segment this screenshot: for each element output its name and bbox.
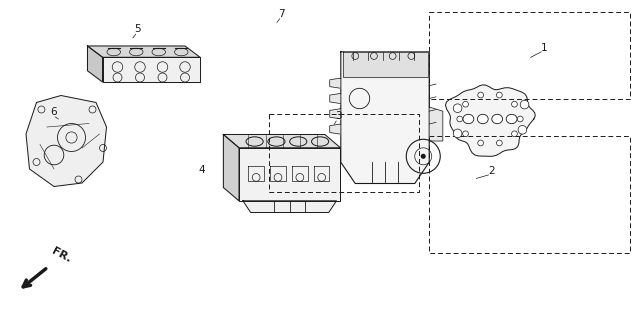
Circle shape [420,154,426,159]
Polygon shape [429,107,443,141]
Polygon shape [26,95,106,187]
Polygon shape [88,46,200,57]
Text: FR.: FR. [50,246,73,264]
Ellipse shape [477,114,488,124]
Circle shape [497,92,502,98]
Ellipse shape [463,114,474,124]
Circle shape [457,116,463,122]
Polygon shape [102,57,200,82]
Circle shape [463,101,468,107]
Text: 1: 1 [541,43,547,53]
Circle shape [511,101,517,107]
Circle shape [511,131,517,137]
Polygon shape [330,109,341,119]
Polygon shape [243,201,337,213]
Circle shape [478,92,484,98]
Circle shape [520,100,529,109]
Text: 7: 7 [278,9,285,19]
Polygon shape [88,46,102,82]
Polygon shape [223,134,239,201]
Circle shape [453,129,462,138]
Circle shape [453,104,462,112]
Ellipse shape [492,114,502,124]
Ellipse shape [506,114,517,124]
Circle shape [497,140,502,146]
Circle shape [478,140,484,146]
Polygon shape [342,52,428,77]
Polygon shape [330,124,341,134]
Polygon shape [445,85,535,156]
Text: 5: 5 [134,24,141,34]
Circle shape [518,125,527,134]
Text: 4: 4 [198,165,205,175]
Circle shape [517,116,523,122]
Text: 2: 2 [488,166,495,176]
Text: 6: 6 [50,108,56,117]
Text: 3: 3 [335,111,341,121]
Polygon shape [341,52,429,184]
Polygon shape [223,134,340,148]
Polygon shape [330,78,341,88]
Circle shape [463,131,468,137]
Polygon shape [330,93,341,104]
Polygon shape [239,148,340,201]
